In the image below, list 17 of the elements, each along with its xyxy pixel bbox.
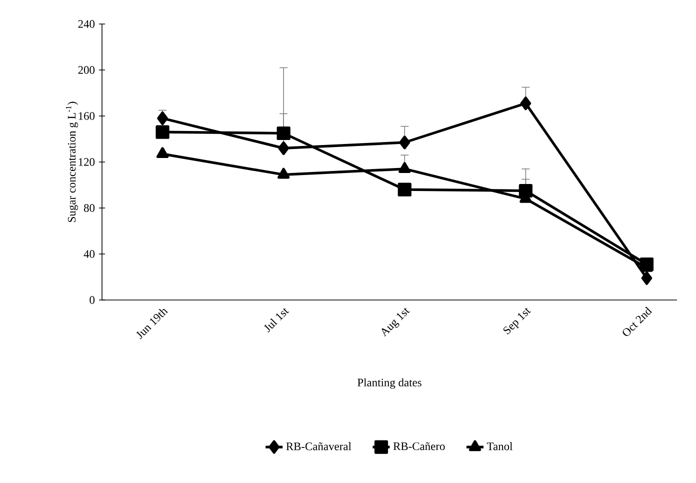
x-tick-label: Oct 2nd [622, 306, 652, 336]
y-tick-label: 200 [78, 66, 95, 74]
x-tick-label: Aug 1st [382, 308, 410, 337]
y-tick-label: 0 [90, 296, 95, 304]
x-tick-label: Sep 1st [503, 308, 531, 334]
y-tick-label: 120 [78, 158, 95, 166]
x-axis-title: Planting dates [358, 378, 422, 389]
y-tick-label: 80 [84, 204, 95, 212]
x-tick-label: Jul 1st [264, 308, 290, 332]
legend-label: RB-Cañero [393, 442, 445, 450]
y-tick-label: 240 [78, 20, 95, 28]
y-tick-label: 160 [78, 112, 95, 120]
legend-label: Tanol [487, 442, 513, 450]
legend-label: RB-Cañaveral [286, 442, 352, 450]
x-tick-label: Jun 19th [136, 308, 168, 340]
y-tick-label: 40 [84, 250, 95, 258]
y-axis-title: Sugar concentration g L$^{-1}$) [66, 102, 78, 222]
